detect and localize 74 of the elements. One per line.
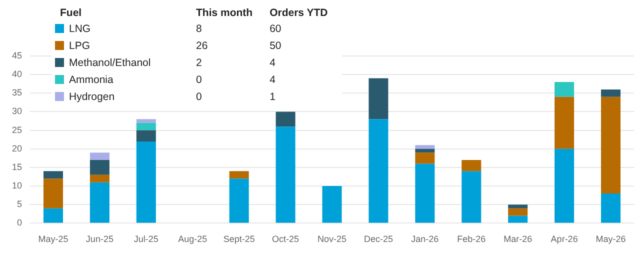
bar: [136, 119, 156, 123]
text: 8: [195, 22, 203, 36]
bar: [601, 193, 621, 223]
legend-label: Ammonia: [68, 72, 114, 88]
text: Orders YTD: [268, 6, 329, 20]
bar: [601, 96, 621, 194]
bar: [415, 148, 435, 153]
text: This month: [195, 6, 254, 20]
bar: [601, 89, 621, 97]
x-tick-label: Feb-26: [457, 234, 486, 244]
x-tick-label: May-25: [38, 234, 68, 244]
legend-label: LNG: [68, 22, 92, 36]
y-tick-label: 20: [12, 143, 22, 154]
text: 60: [268, 22, 282, 36]
y-tick-label: 45: [12, 50, 22, 60]
x-tick-label: Nov-25: [318, 234, 347, 244]
y-tick-label: 5: [16, 199, 22, 210]
legend-label: Methanol/Ethanol: [68, 56, 152, 70]
bar: [508, 208, 528, 216]
bar: [554, 96, 574, 149]
annotation: 0: [195, 90, 203, 104]
bar: [462, 160, 482, 172]
bar: [90, 182, 110, 223]
x-tick-label: Aug-25: [178, 234, 208, 244]
x-tick-label: Apr-26: [550, 234, 578, 244]
bar: [554, 82, 574, 97]
bar: [508, 204, 528, 208]
bar: [136, 122, 156, 130]
bar: [508, 216, 528, 223]
annotation: 0: [195, 72, 203, 88]
x-tick-label: May-26: [596, 234, 626, 244]
bar: [462, 171, 482, 223]
bar: [415, 164, 435, 223]
annotation: 4: [268, 56, 276, 70]
annotation: 1: [268, 90, 276, 104]
y-tick-label: 30: [12, 106, 22, 116]
legend-label: Hydrogen: [68, 90, 116, 104]
x-tick-label: Sept-25: [223, 234, 255, 244]
annotation: 2: [195, 56, 203, 70]
bar: [43, 178, 63, 208]
bar: [229, 178, 249, 223]
x-tick-label: Jun-25: [86, 234, 114, 244]
bar: [368, 78, 388, 120]
bar: [229, 171, 249, 179]
text: 26: [195, 38, 209, 54]
y-tick-label: 35: [12, 88, 22, 98]
bar: [368, 119, 388, 223]
legend-label: LPG: [68, 38, 92, 54]
bar: [322, 186, 342, 223]
y-tick-label: 10: [12, 180, 22, 191]
y-tick-label: 25: [12, 124, 22, 135]
bar: [136, 130, 156, 142]
bar: [43, 171, 63, 179]
text: 50: [268, 38, 282, 54]
x-tick-label: Mar-26: [504, 234, 532, 244]
bar: [276, 126, 296, 223]
bar: [90, 174, 110, 182]
x-tick-label: Dec-25: [364, 234, 393, 244]
annotation: 4: [268, 72, 276, 88]
bar: [554, 148, 574, 223]
x-tick-label: Oct-25: [272, 234, 300, 244]
bar: [415, 145, 435, 149]
bar: [90, 160, 110, 175]
bar: [276, 112, 296, 127]
bar: [43, 208, 63, 223]
y-tick-label: 0: [16, 218, 22, 228]
x-tick-label: Jan-26: [411, 234, 439, 244]
bar: [136, 141, 156, 223]
x-tick-label: Jul-25: [134, 234, 158, 244]
legend-title: Fuel: [59, 6, 83, 20]
bar: [90, 152, 110, 160]
bar: [415, 152, 435, 164]
y-tick-label: 15: [12, 162, 22, 172]
y-tick-label: 40: [12, 69, 22, 80]
